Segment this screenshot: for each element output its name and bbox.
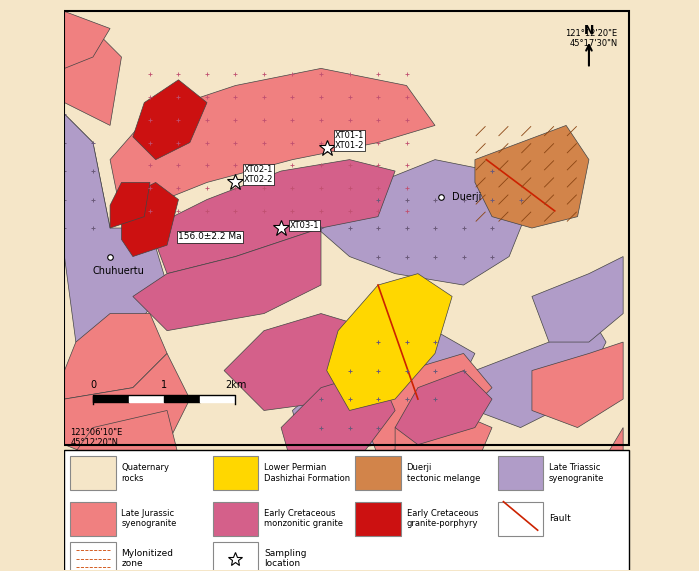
Polygon shape [475,126,589,228]
Text: Early Cretaceous
granite-porphyry: Early Cretaceous granite-porphyry [407,509,478,529]
Text: Late Triassic
syenogranite: Late Triassic syenogranite [549,464,605,483]
Bar [212,502,259,536]
Polygon shape [549,428,623,502]
Polygon shape [395,371,492,445]
Bar [70,502,116,536]
Text: Duerji
tectonic melange: Duerji tectonic melange [407,464,480,483]
Polygon shape [133,228,321,331]
Text: Quaternary
rocks: Quaternary rocks [122,464,169,483]
Text: XT01-1
XT01-2: XT01-1 XT01-2 [336,131,365,150]
Bar [212,541,259,571]
Bar [70,456,116,490]
Polygon shape [64,11,110,69]
Polygon shape [64,29,122,126]
Text: 156.0±2.2 Ma: 156.0±2.2 Ma [178,232,242,242]
Polygon shape [281,371,395,468]
Bar [212,456,259,490]
Text: XT03-1: XT03-1 [289,221,319,230]
Text: 121°06'10"E
45°12'20"N: 121°06'10"E 45°12'20"N [70,428,122,447]
Polygon shape [64,313,167,399]
Text: Chuhuertu: Chuhuertu [93,266,145,276]
Polygon shape [361,353,492,456]
Text: Late Jurassic
syenogranite: Late Jurassic syenogranite [122,509,177,529]
Text: N: N [584,24,594,37]
Polygon shape [475,313,606,428]
Polygon shape [64,411,178,513]
Polygon shape [395,411,492,485]
Bar [70,541,116,571]
Polygon shape [110,69,435,216]
Text: Duerji: Duerji [452,191,482,202]
Polygon shape [150,160,395,274]
Polygon shape [326,274,452,411]
Polygon shape [64,114,167,342]
Polygon shape [224,313,395,411]
Polygon shape [532,256,623,342]
Text: Early Cretaceous
monzonitic granite: Early Cretaceous monzonitic granite [264,509,343,529]
Text: Fault: Fault [549,514,571,523]
Text: 2km: 2km [225,380,246,389]
Polygon shape [532,342,623,428]
Bar [355,456,401,490]
Bar [64,451,629,571]
Text: 121°12'20"E
45°17'30"N: 121°12'20"E 45°17'30"N [565,29,617,48]
Polygon shape [292,331,475,456]
Polygon shape [133,80,207,160]
Polygon shape [64,353,190,456]
Text: XT02-1
XT02-2: XT02-1 XT02-2 [244,165,273,184]
Polygon shape [122,182,178,256]
Polygon shape [304,160,532,285]
Bar [498,502,543,536]
Text: Sampling
location: Sampling location [264,549,306,568]
Polygon shape [492,456,623,525]
Text: 1: 1 [161,380,167,389]
Polygon shape [110,182,150,228]
Bar [355,502,401,536]
Text: 0: 0 [90,380,96,389]
Bar [64,11,629,445]
Bar [498,456,543,490]
Text: Lower Permian
Dashizhai Formation: Lower Permian Dashizhai Formation [264,464,350,483]
Text: Mylonitized
zone: Mylonitized zone [122,549,173,568]
Polygon shape [64,114,110,256]
